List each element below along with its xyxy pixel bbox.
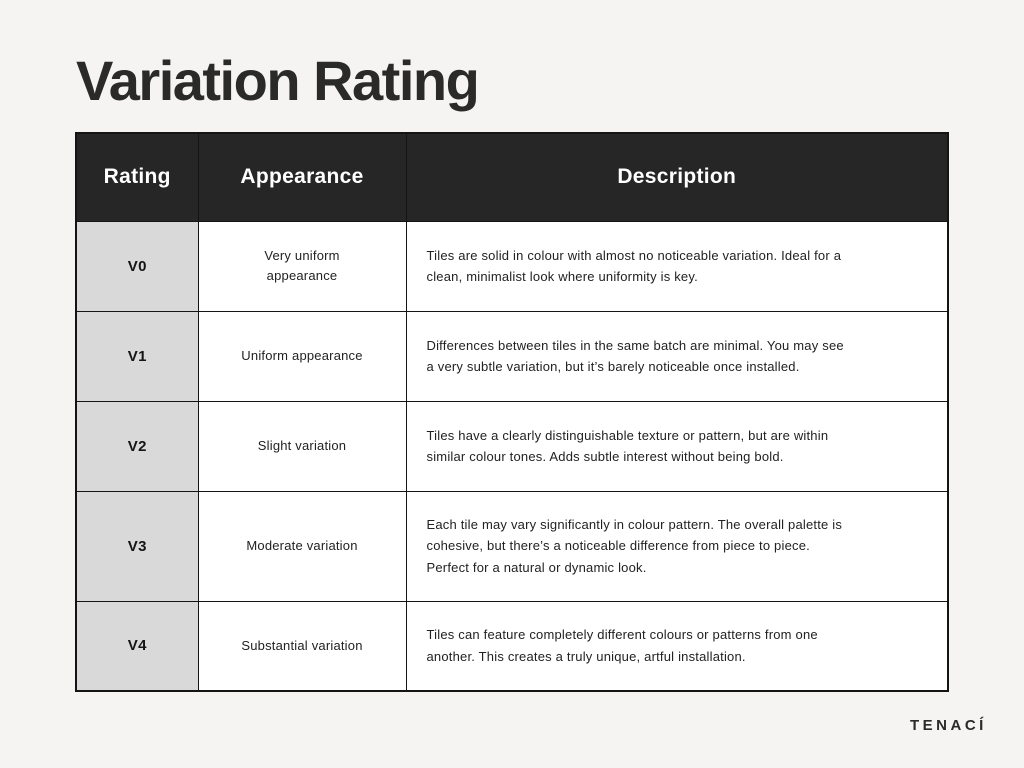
description-cell-v1: Differences between tiles in the same ba…	[405, 310, 949, 402]
rating-cell-v4: V4	[75, 600, 199, 692]
rating-cell-v3: V3	[75, 490, 199, 602]
description-cell-v3: Each tile may vary significantly in colo…	[405, 490, 949, 602]
appearance-cell-v3: Moderate variation	[197, 490, 407, 602]
table-row-v4: V4 Substantial variation Tiles can featu…	[75, 600, 949, 692]
appearance-cell-v0: Very uniform appearance	[197, 220, 407, 312]
description-cell-v2: Tiles have a clearly distinguishable tex…	[405, 400, 949, 492]
column-header-appearance: Appearance	[197, 132, 407, 222]
table-header-row: Rating Appearance Description	[75, 132, 949, 222]
description-cell-v4: Tiles can feature completely different c…	[405, 600, 949, 692]
page-title: Variation Rating	[76, 49, 480, 112]
appearance-cell-v4: Substantial variation	[197, 600, 407, 692]
table-row-v2: V2 Slight variation Tiles have a clearly…	[75, 400, 949, 492]
brand-logo: TENACÍ	[910, 717, 987, 734]
rating-cell-v1: V1	[75, 310, 199, 402]
table-row-v3: V3 Moderate variation Each tile may vary…	[75, 490, 949, 602]
table-row-v1: V1 Uniform appearance Differences betwee…	[75, 310, 949, 402]
variation-rating-table: Rating Appearance Description V0 Very un…	[75, 132, 949, 692]
column-header-description: Description	[405, 132, 949, 222]
table-row-v0: V0 Very uniform appearance Tiles are sol…	[75, 220, 949, 312]
appearance-cell-v2: Slight variation	[197, 400, 407, 492]
column-header-rating: Rating	[75, 132, 199, 222]
appearance-cell-v1: Uniform appearance	[197, 310, 407, 402]
description-cell-v0: Tiles are solid in colour with almost no…	[405, 220, 949, 312]
rating-cell-v2: V2	[75, 400, 199, 492]
rating-cell-v0: V0	[75, 220, 199, 312]
